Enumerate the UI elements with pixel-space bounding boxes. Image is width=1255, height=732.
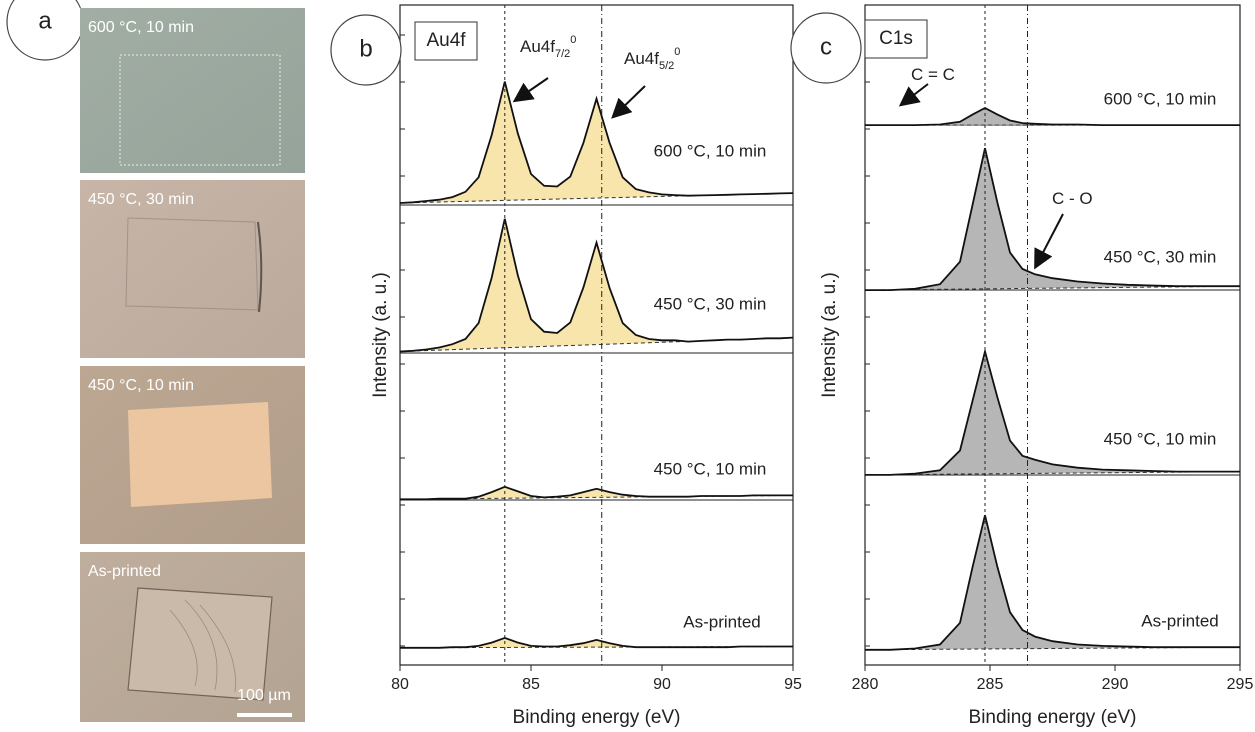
spectrum-line: [865, 147, 1240, 291]
peak-area: [865, 107, 1240, 126]
photo-outline: [125, 217, 259, 311]
annotation: Au4f7/20: [520, 34, 576, 60]
y-axis-label: Intensity (a. u.): [819, 272, 840, 398]
x-axis-label: Binding energy (eV): [969, 707, 1137, 728]
annotation-text: C - O: [1052, 189, 1093, 208]
series-label: 600 °C, 10 min: [1104, 89, 1217, 108]
x-tick-label: 295: [1227, 676, 1254, 693]
peak-area: [864, 349, 1241, 476]
annotation-arrow: [1034, 213, 1064, 270]
annotation-arrow: [611, 85, 646, 119]
title-box: [864, 19, 928, 59]
x-tick-label: 285: [977, 676, 1004, 693]
annotation: C - O: [1052, 189, 1093, 208]
scale-bar-label: 100 µm: [237, 687, 291, 704]
panel-label: c: [820, 33, 832, 60]
peak-area: [399, 218, 794, 352]
x-tick-label: 95: [784, 676, 802, 693]
series-label: 450 °C, 10 min: [1104, 429, 1217, 448]
spectrum-line: [400, 485, 793, 501]
x-axis-label: Binding energy (eV): [513, 707, 681, 728]
photo-film: [128, 402, 272, 507]
chart-title: C1s: [879, 28, 913, 49]
panel-label: b: [359, 35, 372, 62]
annotation-arrow: [898, 83, 929, 107]
x-tick-label: 90: [653, 676, 671, 693]
annotation-sub: 5/2: [659, 60, 674, 72]
photo-label: 450 °C, 10 min: [88, 377, 194, 394]
photo-outline: [257, 221, 263, 313]
x-tick-label: 290: [1102, 676, 1129, 693]
spectrum-line: [865, 514, 1240, 651]
plot-frame: [864, 4, 1241, 666]
peak-area: [864, 148, 1241, 291]
photo: [80, 180, 305, 358]
x-tick-label: 80: [391, 676, 409, 693]
spectrum-line: [865, 106, 1240, 126]
x-tick-label: 85: [522, 676, 540, 693]
photo-outline: [119, 54, 281, 166]
photo-label: 600 °C, 10 min: [88, 19, 194, 36]
photo-film: [127, 587, 273, 701]
series-label: As-printed: [1141, 611, 1218, 630]
series-label: 450 °C, 10 min: [654, 459, 767, 478]
annotation-text: Au4f: [624, 49, 659, 68]
annotation-text: Au4f: [520, 37, 555, 56]
annotation-sup: 0: [570, 34, 576, 46]
photo: [80, 8, 305, 173]
title-box: [414, 21, 478, 61]
annotation: C = C: [911, 65, 955, 84]
annotation-text: C = C: [911, 65, 955, 84]
spectrum-line: [399, 81, 794, 204]
panel-circle: [330, 14, 402, 86]
spectrum-line: [865, 347, 1240, 476]
panel-circle: [790, 12, 862, 84]
photo-texture: [169, 599, 236, 693]
annotation-sub: 7/2: [555, 48, 570, 60]
y-axis-label: Intensity (a. u.): [370, 272, 391, 398]
photo-label: As-printed: [88, 563, 161, 580]
series-label: 600 °C, 10 min: [654, 141, 767, 160]
photo-label: 450 °C, 30 min: [88, 191, 194, 208]
x-tick-label: 280: [852, 676, 879, 693]
chart-title: Au4f: [426, 30, 466, 51]
plot-frame: [399, 4, 794, 666]
series-label: 450 °C, 30 min: [1104, 247, 1217, 266]
annotation-sup: 0: [674, 46, 680, 58]
annotation-arrow: [512, 77, 549, 103]
spectrum-line: [400, 636, 793, 649]
spectrum-line: [399, 218, 794, 353]
series-label: As-printed: [683, 612, 760, 631]
panel-a: a 100 µm: [6, 0, 305, 722]
series-label: 450 °C, 30 min: [654, 294, 767, 313]
panel-label: a: [38, 7, 52, 34]
annotation: Au4f5/20: [624, 46, 680, 72]
